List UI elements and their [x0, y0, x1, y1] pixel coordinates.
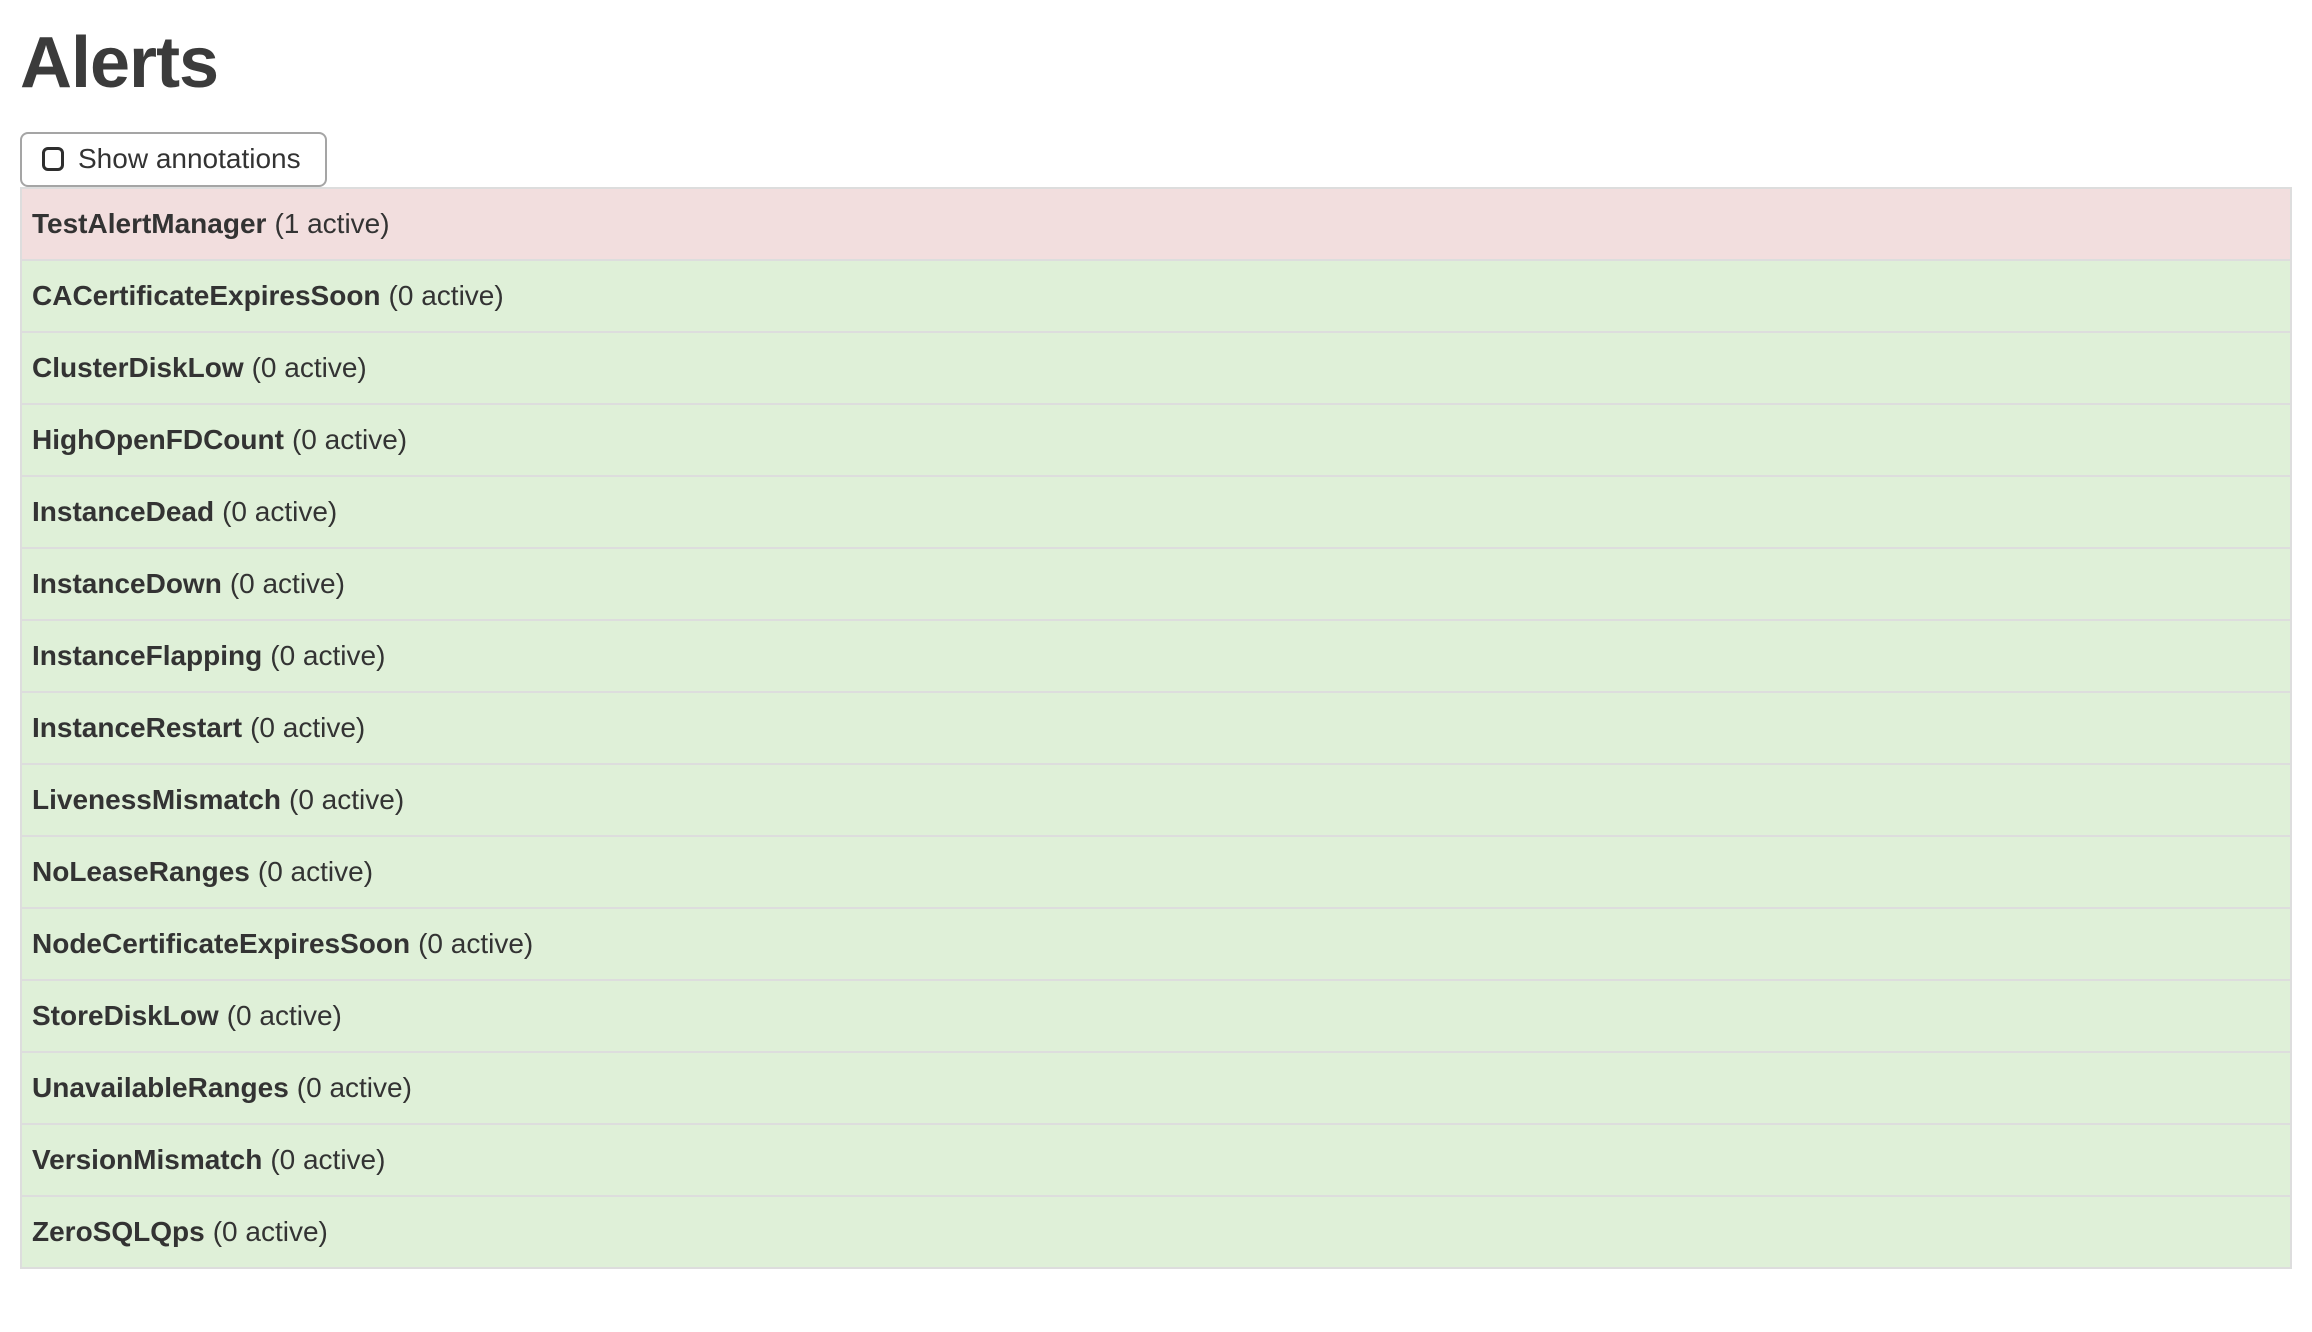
- alert-row[interactable]: VersionMismatch (0 active): [22, 1124, 2290, 1197]
- alert-active-count: (0 active): [251, 351, 367, 383]
- alert-rule-name: NodeCertificateExpiresSoon: [32, 927, 411, 959]
- alert-rule-name: NoLeaseRanges: [32, 855, 250, 887]
- show-annotations-checkbox[interactable]: [42, 147, 64, 172]
- alert-active-count: (0 active): [270, 1143, 386, 1175]
- alert-active-count: (0 active): [250, 711, 366, 743]
- alert-active-count: (0 active): [270, 639, 386, 671]
- alert-row[interactable]: UnavailableRanges (0 active): [22, 1052, 2290, 1125]
- alert-row[interactable]: InstanceDown (0 active): [22, 548, 2290, 621]
- alert-row[interactable]: StoreDiskLow (0 active): [22, 980, 2290, 1053]
- alert-active-count: (0 active): [296, 1071, 412, 1103]
- alert-rule-name: HighOpenFDCount: [32, 423, 284, 455]
- alert-rule-name: VersionMismatch: [32, 1143, 263, 1175]
- alert-rule-name: LivenessMismatch: [32, 783, 281, 815]
- alert-rule-name: CACertificateExpiresSoon: [32, 279, 381, 311]
- alert-rule-name: UnavailableRanges: [32, 1071, 289, 1103]
- alert-active-count: (0 active): [289, 783, 405, 815]
- alert-active-count: (0 active): [212, 1215, 328, 1247]
- alert-rule-name: InstanceDead: [32, 495, 215, 527]
- alert-row[interactable]: HighOpenFDCount (0 active): [22, 404, 2290, 477]
- alert-row[interactable]: CACertificateExpiresSoon (0 active): [22, 260, 2290, 333]
- alert-rules-list: TestAlertManager (1 active) CACertificate…: [20, 186, 2292, 1269]
- alert-row[interactable]: ClusterDiskLow (0 active): [22, 332, 2290, 405]
- page-title: Alerts: [20, 23, 219, 103]
- alert-active-count: (0 active): [226, 999, 342, 1031]
- alert-rule-name: InstanceRestart: [32, 711, 243, 743]
- alert-rule-name: InstanceFlapping: [32, 639, 263, 671]
- alert-row[interactable]: LivenessMismatch (0 active): [22, 764, 2290, 837]
- show-annotations-button[interactable]: Show annotations: [20, 131, 327, 187]
- alert-row[interactable]: InstanceFlapping (0 active): [22, 620, 2290, 693]
- alert-active-count: (0 active): [222, 495, 338, 527]
- alert-active-count: (0 active): [418, 927, 534, 959]
- alert-rule-name: ClusterDiskLow: [32, 351, 244, 383]
- alert-active-count: (0 active): [257, 855, 374, 887]
- alert-row[interactable]: InstanceRestart (0 active): [22, 692, 2290, 765]
- alert-row[interactable]: TestAlertManager (1 active): [22, 188, 2290, 261]
- alert-row[interactable]: NodeCertificateExpiresSoon (0 active): [22, 908, 2290, 981]
- alert-active-count: (0 active): [388, 279, 504, 311]
- alert-active-count: (1 active): [274, 207, 390, 239]
- show-annotations-label: Show annotations: [78, 143, 301, 175]
- alert-row[interactable]: NoLeaseRanges (0 active): [22, 836, 2290, 909]
- alert-row[interactable]: ZeroSQLQps (0 active): [22, 1196, 2290, 1267]
- alert-rule-name: StoreDiskLow: [32, 999, 219, 1031]
- alert-rule-name: TestAlertManager: [32, 207, 267, 239]
- alert-rule-name: InstanceDown: [32, 567, 222, 599]
- alert-rule-name: ZeroSQLQps: [32, 1215, 205, 1247]
- alert-row[interactable]: InstanceDead (0 active): [22, 476, 2290, 549]
- alert-active-count: (0 active): [229, 567, 345, 599]
- toolbar: Show annotations: [20, 131, 2292, 187]
- alert-active-count: (0 active): [291, 423, 408, 455]
